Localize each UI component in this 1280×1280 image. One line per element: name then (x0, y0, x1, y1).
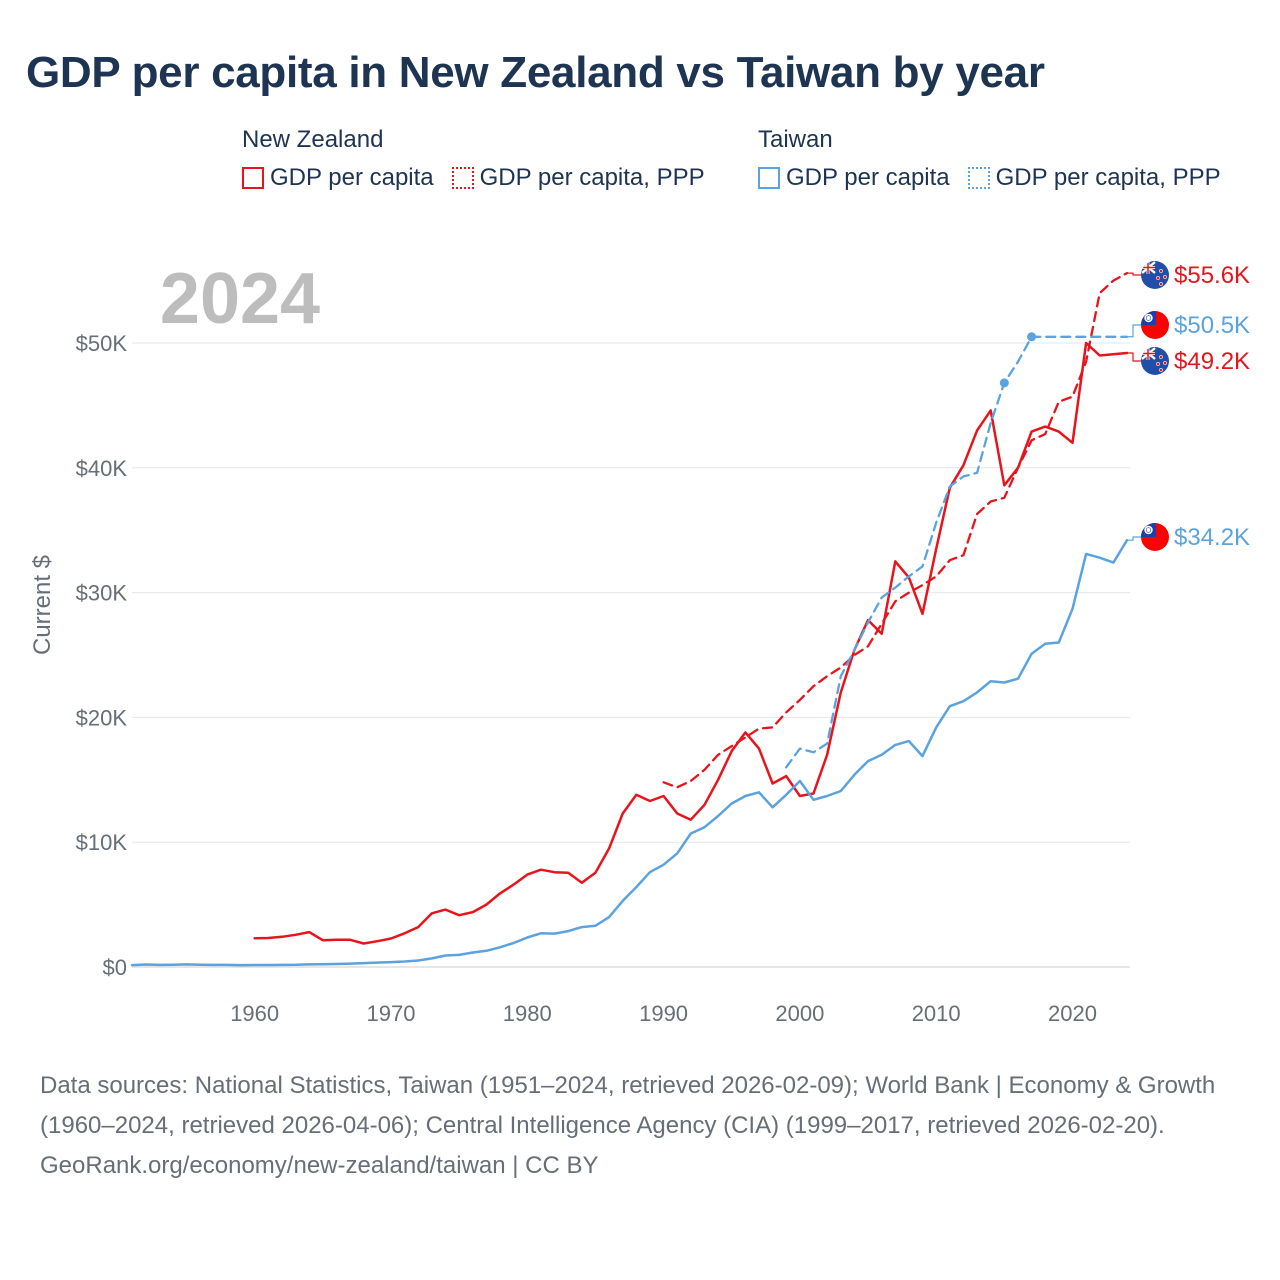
y-tick-label: $0 (103, 955, 127, 980)
flag-star (1156, 276, 1160, 280)
legend-group-taiwan: Taiwan GDP per capita GDP per capita, PP… (758, 124, 1239, 192)
end-connector (1127, 272, 1141, 276)
legend-label: GDP per capita (786, 164, 950, 191)
x-tick-label: 2020 (1048, 1001, 1097, 1026)
y-tick-label: $40K (76, 456, 128, 481)
end-marker-nz: $55.6K (1127, 261, 1250, 289)
flag-sun-core (1146, 528, 1151, 532)
taiwan-flag-icon (1141, 523, 1169, 551)
new-zealand-flag-icon (1141, 261, 1169, 289)
legend-swatch-solid-icon (758, 167, 780, 189)
end-marker-tw: $34.2K (1127, 523, 1250, 551)
new-zealand-flag-icon (1141, 347, 1169, 375)
data-point (1027, 332, 1037, 342)
chart-title: GDP per capita in New Zealand vs Taiwan … (26, 48, 1045, 97)
end-marker-tw: $50.5K (1127, 311, 1250, 339)
series-line-nz-gdp-ppp (662, 271, 1129, 789)
flag-star (1159, 355, 1163, 359)
series-line-tw-gdp-ppp (785, 335, 1129, 769)
end-marker-nz: $49.2K (1127, 347, 1250, 375)
attribution-link[interactable]: GeoRank.org/economy/new-zealand/taiwan |… (40, 1152, 599, 1179)
series-line-nz-gdp (253, 341, 1129, 945)
data-sources: Data sources: National Statistics, Taiwa… (40, 1072, 1216, 1139)
end-connector (1127, 536, 1141, 541)
y-tick-label: $10K (76, 830, 128, 855)
flag-star (1159, 282, 1163, 286)
flag-star (1159, 368, 1163, 372)
end-value-label: $55.6K (1174, 262, 1250, 289)
flag-sun-core (1146, 316, 1151, 320)
y-tick-label: $20K (76, 705, 128, 730)
legend-swatch-dotted-icon (451, 167, 474, 189)
y-tick-label: $50K (76, 331, 128, 356)
end-connector (1127, 324, 1141, 338)
flag-star (1163, 275, 1167, 279)
flag-star (1163, 361, 1167, 365)
legend-swatch-solid-icon (242, 167, 264, 189)
legend-swatch-dotted-icon (967, 167, 990, 189)
legend-item-nz-gdp[interactable]: GDP per capita (242, 164, 434, 192)
x-tick-label: 1990 (639, 1001, 688, 1026)
taiwan-flag-icon (1141, 311, 1169, 339)
x-tick-label: 2010 (912, 1001, 961, 1026)
legend-label: GDP per capita (270, 164, 434, 191)
legend-label: GDP per capita, PPP (479, 164, 705, 191)
x-tick-label: 1980 (503, 1001, 552, 1026)
legend-item-nz-gdp-ppp[interactable]: GDP per capita, PPP (451, 164, 705, 192)
end-connector (1127, 352, 1141, 362)
end-value-label: $34.2K (1174, 524, 1250, 551)
legend-group-title: New Zealand (242, 126, 384, 153)
flag-star (1159, 269, 1163, 273)
x-tick-label: 2000 (775, 1001, 824, 1026)
footer: Data sources: National Statistics, Taiwa… (40, 1066, 1230, 1186)
legend-item-tw-gdp[interactable]: GDP per capita (758, 164, 950, 192)
y-tick-label: $30K (76, 581, 128, 606)
legend-group-title: Taiwan (758, 126, 833, 153)
flag-star (1156, 362, 1160, 366)
end-value-label: $49.2K (1174, 348, 1250, 375)
y-axis-label: Current $ (29, 555, 56, 655)
flag-cross-red (1141, 261, 1155, 274)
end-value-label: $50.5K (1174, 312, 1250, 339)
legend-group-new-zealand: New Zealand GDP per capita GDP per capit… (242, 124, 723, 192)
legend-label: GDP per capita, PPP (995, 164, 1221, 191)
year-label: 2024 (160, 259, 320, 339)
x-tick-label: 1960 (230, 1001, 279, 1026)
legend-item-tw-gdp-ppp[interactable]: GDP per capita, PPP (967, 164, 1221, 192)
series-line-tw-gdp (130, 538, 1129, 967)
x-tick-label: 1970 (366, 1001, 415, 1026)
flag-cross-red (1141, 347, 1155, 360)
data-point (999, 378, 1009, 388)
